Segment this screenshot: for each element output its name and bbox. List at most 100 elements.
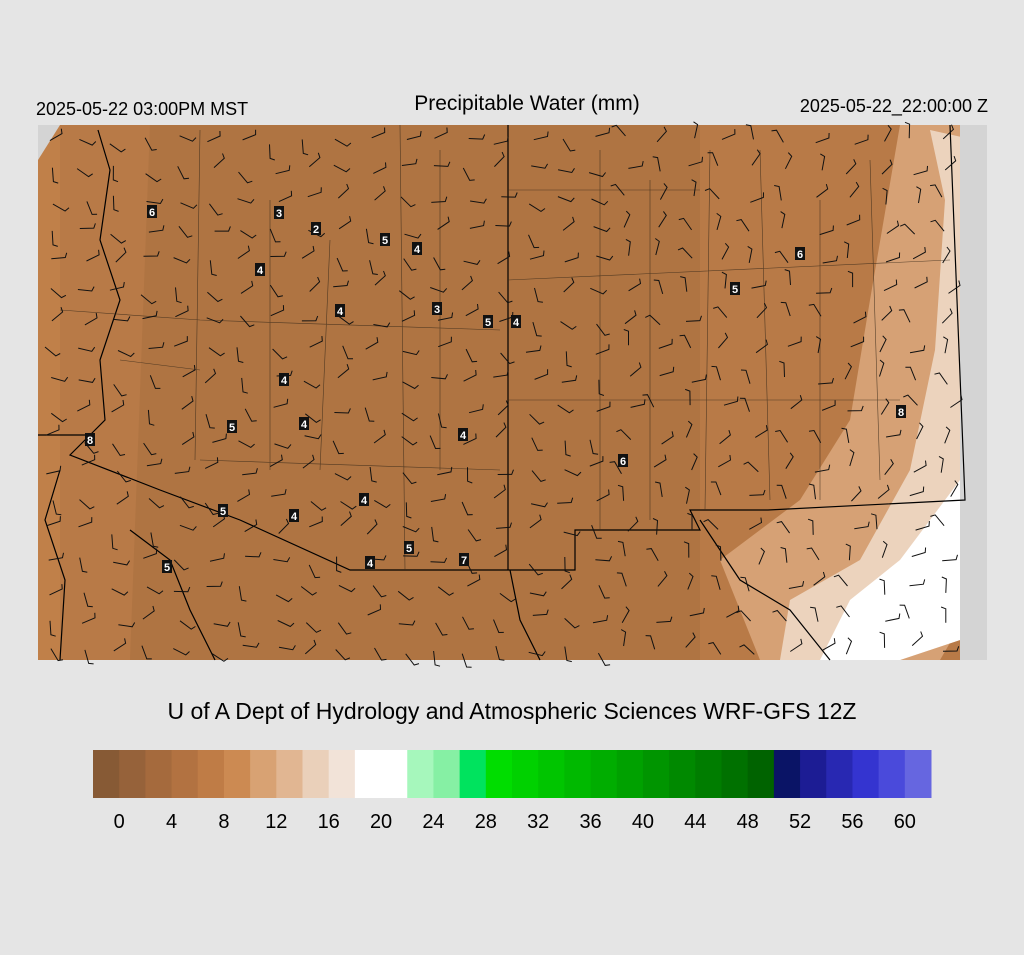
wind-barb — [589, 456, 604, 467]
wind-barb — [749, 517, 763, 530]
wind-barb — [110, 233, 127, 244]
wind-barb — [141, 645, 152, 660]
wind-barb — [774, 250, 789, 263]
wind-barb — [776, 521, 791, 534]
colorbar-segment — [800, 750, 827, 798]
station-box — [412, 242, 422, 255]
wind-barb — [656, 616, 673, 623]
wind-barb — [49, 128, 63, 142]
wind-barb — [310, 501, 327, 511]
wind-barb — [557, 404, 574, 414]
colorbar-segment — [747, 750, 775, 798]
wind-barb — [721, 242, 730, 260]
wind-barb — [531, 437, 543, 451]
wind-barb — [332, 440, 344, 455]
colorbar-tick-label: 12 — [265, 811, 287, 833]
wind-barb — [51, 167, 59, 184]
wind-barb — [403, 551, 420, 557]
wind-barb — [437, 466, 453, 476]
station-box — [85, 433, 95, 446]
wind-barb — [654, 481, 663, 497]
station-value: 6 — [149, 207, 155, 219]
wind-barb — [711, 365, 721, 381]
wind-barb — [402, 526, 420, 533]
wind-barb — [44, 346, 61, 357]
wind-barb — [788, 581, 805, 589]
colorbar-segment — [878, 750, 906, 798]
wind-barb — [493, 484, 506, 499]
wind-barb — [749, 489, 766, 496]
colorbar-segment — [590, 750, 618, 798]
wind-barb — [144, 137, 157, 151]
colorbar-segment — [512, 750, 539, 798]
colorbar-segment — [695, 750, 722, 798]
colorbar-segment — [773, 750, 801, 798]
wind-barb — [881, 305, 893, 321]
wind-barb — [739, 644, 755, 655]
wind-barb — [845, 159, 857, 175]
wind-barb — [338, 216, 352, 230]
wind-barb — [273, 557, 291, 563]
wind-barb — [493, 370, 509, 378]
wind-barb — [942, 646, 960, 652]
wind-barb — [723, 396, 739, 406]
wind-barb — [560, 321, 577, 330]
wind-barb — [404, 233, 422, 239]
wind-barb — [617, 540, 626, 557]
wind-barb — [374, 270, 386, 286]
wind-barb — [685, 315, 702, 322]
wind-barb — [45, 424, 60, 436]
wind-barb — [747, 245, 753, 263]
wind-barb — [704, 188, 720, 200]
wind-barb — [79, 557, 88, 573]
colorbar-tick-label: 24 — [422, 811, 444, 833]
wind-barb — [623, 210, 631, 228]
station-box — [162, 560, 172, 573]
wind-barb — [211, 653, 229, 662]
wind-barb — [337, 183, 350, 199]
wind-barb — [844, 362, 852, 380]
wind-barb — [938, 455, 944, 473]
station-value: 3 — [276, 208, 282, 220]
wind-barb — [851, 486, 862, 502]
colorbar-segment — [433, 750, 461, 798]
station-value: 5 — [382, 235, 388, 247]
wind-barb — [620, 629, 627, 647]
colorbar-segment — [407, 750, 434, 798]
wind-barb — [564, 469, 582, 477]
wind-barb — [402, 381, 419, 390]
wind-barb — [836, 605, 850, 618]
colorbar-segment — [119, 750, 146, 798]
wind-barb — [595, 344, 610, 355]
wind-barb — [340, 501, 357, 510]
wind-barb — [642, 394, 655, 408]
wind-barb — [808, 429, 822, 444]
wind-barb — [841, 427, 850, 443]
station-value: 5 — [220, 506, 226, 518]
wind-barb — [944, 426, 951, 444]
station-box — [255, 263, 265, 276]
station-value: 4 — [281, 375, 288, 387]
wind-barb — [237, 245, 250, 259]
wind-barb — [81, 454, 96, 466]
valid-time-local: 2025-05-22 03:00PM MST — [36, 99, 248, 119]
wind-barb — [112, 165, 119, 183]
wind-barb — [204, 502, 219, 516]
wind-barb — [898, 309, 911, 323]
wind-barb — [853, 311, 867, 324]
wind-barb — [115, 247, 127, 263]
wind-barb — [406, 131, 422, 140]
wind-barb — [880, 398, 890, 415]
wind-barb — [181, 431, 195, 446]
wind-barb — [77, 286, 95, 292]
wind-barb — [109, 143, 126, 153]
wind-barb — [174, 336, 188, 347]
wind-barb — [845, 543, 851, 561]
wind-barb — [148, 342, 165, 349]
wind-barb — [116, 470, 131, 483]
colorbar-segment — [826, 750, 853, 798]
wind-barb — [301, 139, 309, 156]
wind-barb — [713, 306, 728, 318]
wind-barb — [652, 156, 661, 172]
wind-barb — [909, 579, 926, 587]
